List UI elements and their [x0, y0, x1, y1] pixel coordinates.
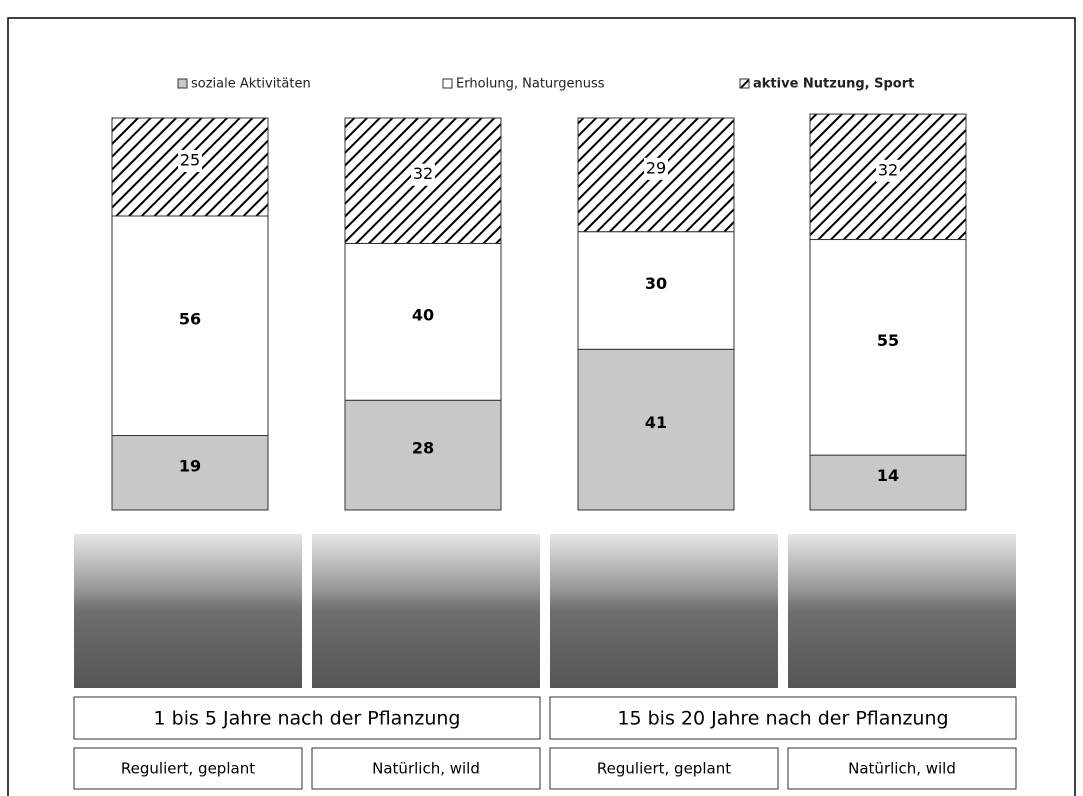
value-label: 55	[877, 331, 899, 350]
bar-segment	[577, 231, 735, 350]
photo	[74, 534, 302, 688]
bar-segment	[344, 242, 502, 401]
category-box	[549, 747, 779, 790]
value-label: 25	[180, 151, 200, 170]
group-label: 1 bis 5 Jahre nach der Pflanzung	[154, 708, 461, 730]
category-box	[787, 747, 1017, 790]
value-label: 32	[413, 164, 433, 183]
value-label: 41	[645, 413, 667, 432]
photos	[74, 534, 1016, 688]
value-label: 40	[412, 305, 434, 324]
value-label: 28	[412, 439, 434, 458]
legend-swatch	[177, 78, 188, 89]
group-box	[73, 696, 541, 740]
value-label: 32	[878, 160, 898, 179]
x-tick-label: Reguliert, geplant	[597, 760, 731, 778]
bar-segment	[344, 399, 502, 511]
value-label: 29	[646, 158, 666, 177]
label-bg	[876, 159, 900, 182]
label-bg	[644, 157, 668, 180]
photo	[788, 534, 1016, 688]
legend-label: aktive Nutzung, Sport	[753, 77, 914, 92]
legend-label: Erholung, Naturgenuss	[456, 77, 605, 92]
frame	[7, 17, 1076, 796]
bar-segment	[577, 348, 735, 511]
legend-swatch	[442, 78, 453, 89]
label-bg	[178, 150, 202, 172]
x-tick-label: Natürlich, wild	[372, 760, 480, 778]
category-box	[311, 747, 541, 790]
x-tick-label: Natürlich, wild	[848, 760, 956, 778]
value-label: 30	[645, 274, 667, 293]
photo	[550, 534, 778, 688]
bar-segment	[111, 215, 269, 437]
category-box	[73, 747, 303, 790]
legend-swatch	[739, 78, 750, 89]
x-tick-label: Reguliert, geplant	[121, 760, 255, 778]
bar-segment	[809, 239, 967, 456]
photo	[312, 534, 540, 688]
group-box	[549, 696, 1017, 740]
group-label: 15 bis 20 Jahre nach der Pflanzung	[617, 708, 948, 730]
label-bg	[411, 163, 435, 186]
legend-label: soziale Aktivitäten	[191, 77, 311, 92]
bar-segment	[111, 435, 269, 511]
bar-segment	[809, 454, 967, 511]
value-label: 19	[179, 456, 201, 475]
value-label: 14	[877, 466, 899, 485]
value-label: 56	[179, 309, 201, 328]
